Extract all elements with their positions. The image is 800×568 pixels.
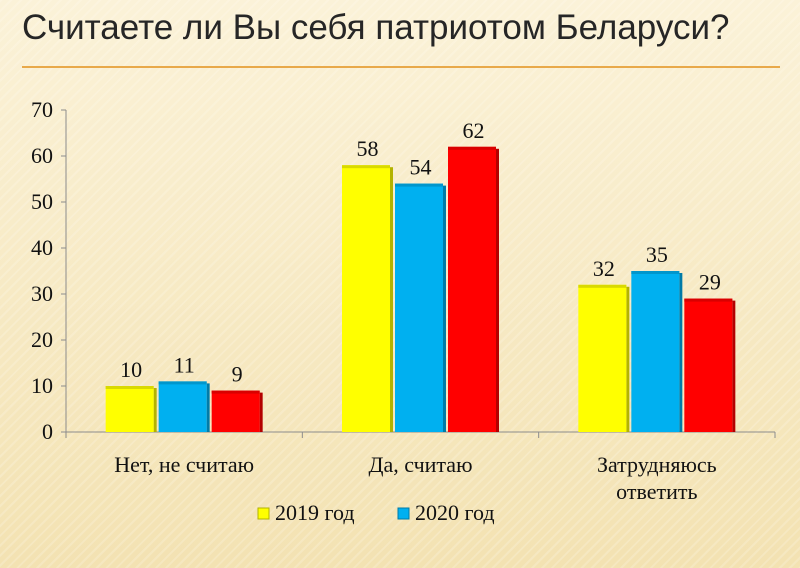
bar-2-3 bbox=[631, 271, 680, 432]
bar-3-1 bbox=[211, 390, 260, 432]
bar-top-edge bbox=[342, 165, 390, 169]
bar-side-shade bbox=[732, 300, 736, 432]
legend-swatch-1 bbox=[257, 507, 270, 520]
data-label: 54 bbox=[410, 155, 432, 180]
bar-top-edge bbox=[211, 390, 260, 394]
bar-side-shade bbox=[443, 185, 446, 432]
bar-side-shade bbox=[390, 167, 393, 432]
bar-top-edge bbox=[684, 298, 733, 302]
bar-top-edge bbox=[105, 386, 154, 389]
x-category-label: Затрудняюсь ответить bbox=[597, 452, 717, 504]
y-tick-label: 70 bbox=[31, 97, 53, 122]
data-label: 32 bbox=[593, 256, 615, 281]
bar-3-3 bbox=[684, 298, 733, 432]
bar-side-shade bbox=[206, 383, 210, 432]
bar-top-edge bbox=[448, 146, 496, 150]
y-tick-label: 30 bbox=[31, 281, 53, 306]
y-tick-label: 0 bbox=[42, 419, 53, 444]
bar-1-1 bbox=[105, 386, 154, 432]
y-tick-label: 20 bbox=[31, 327, 53, 352]
bar-top-edge bbox=[578, 284, 627, 288]
bar-3-2 bbox=[448, 146, 496, 433]
data-label: 29 bbox=[699, 270, 721, 295]
y-tick-label: 10 bbox=[31, 373, 53, 398]
data-label: 58 bbox=[357, 136, 379, 161]
data-label: 9 bbox=[232, 362, 243, 387]
bar-top-edge bbox=[395, 183, 443, 187]
legend-label-1: 2019 год bbox=[275, 500, 355, 525]
bar-1-2 bbox=[342, 165, 390, 432]
x-category-label: Нет, не считаю bbox=[114, 452, 254, 477]
bar-side-shade bbox=[496, 148, 499, 433]
legend-swatch-2 bbox=[397, 507, 410, 520]
bar-2-1 bbox=[158, 381, 207, 432]
bar-top-edge bbox=[631, 271, 680, 274]
data-label: 10 bbox=[120, 357, 142, 382]
data-label: 11 bbox=[174, 352, 195, 377]
y-tick-label: 40 bbox=[31, 235, 53, 260]
data-label: 35 bbox=[646, 242, 668, 267]
x-category-label: Да, считаю bbox=[368, 452, 472, 477]
bar-side-shade bbox=[153, 388, 157, 432]
y-tick-label: 60 bbox=[31, 143, 53, 168]
bar-side-shade bbox=[626, 286, 630, 432]
slide-title: Считаете ли Вы себя патриотом Беларуси? bbox=[22, 8, 730, 47]
bar-side-shade bbox=[259, 392, 263, 432]
bar-2-2 bbox=[395, 183, 443, 432]
bar-1-3 bbox=[578, 284, 627, 432]
title-divider bbox=[22, 66, 780, 68]
data-label: 62 bbox=[463, 118, 485, 143]
legend-label-2: 2020 год bbox=[415, 500, 495, 525]
bar-side-shade bbox=[679, 273, 683, 432]
bar-top-edge bbox=[158, 381, 207, 385]
y-tick-label: 50 bbox=[31, 189, 53, 214]
